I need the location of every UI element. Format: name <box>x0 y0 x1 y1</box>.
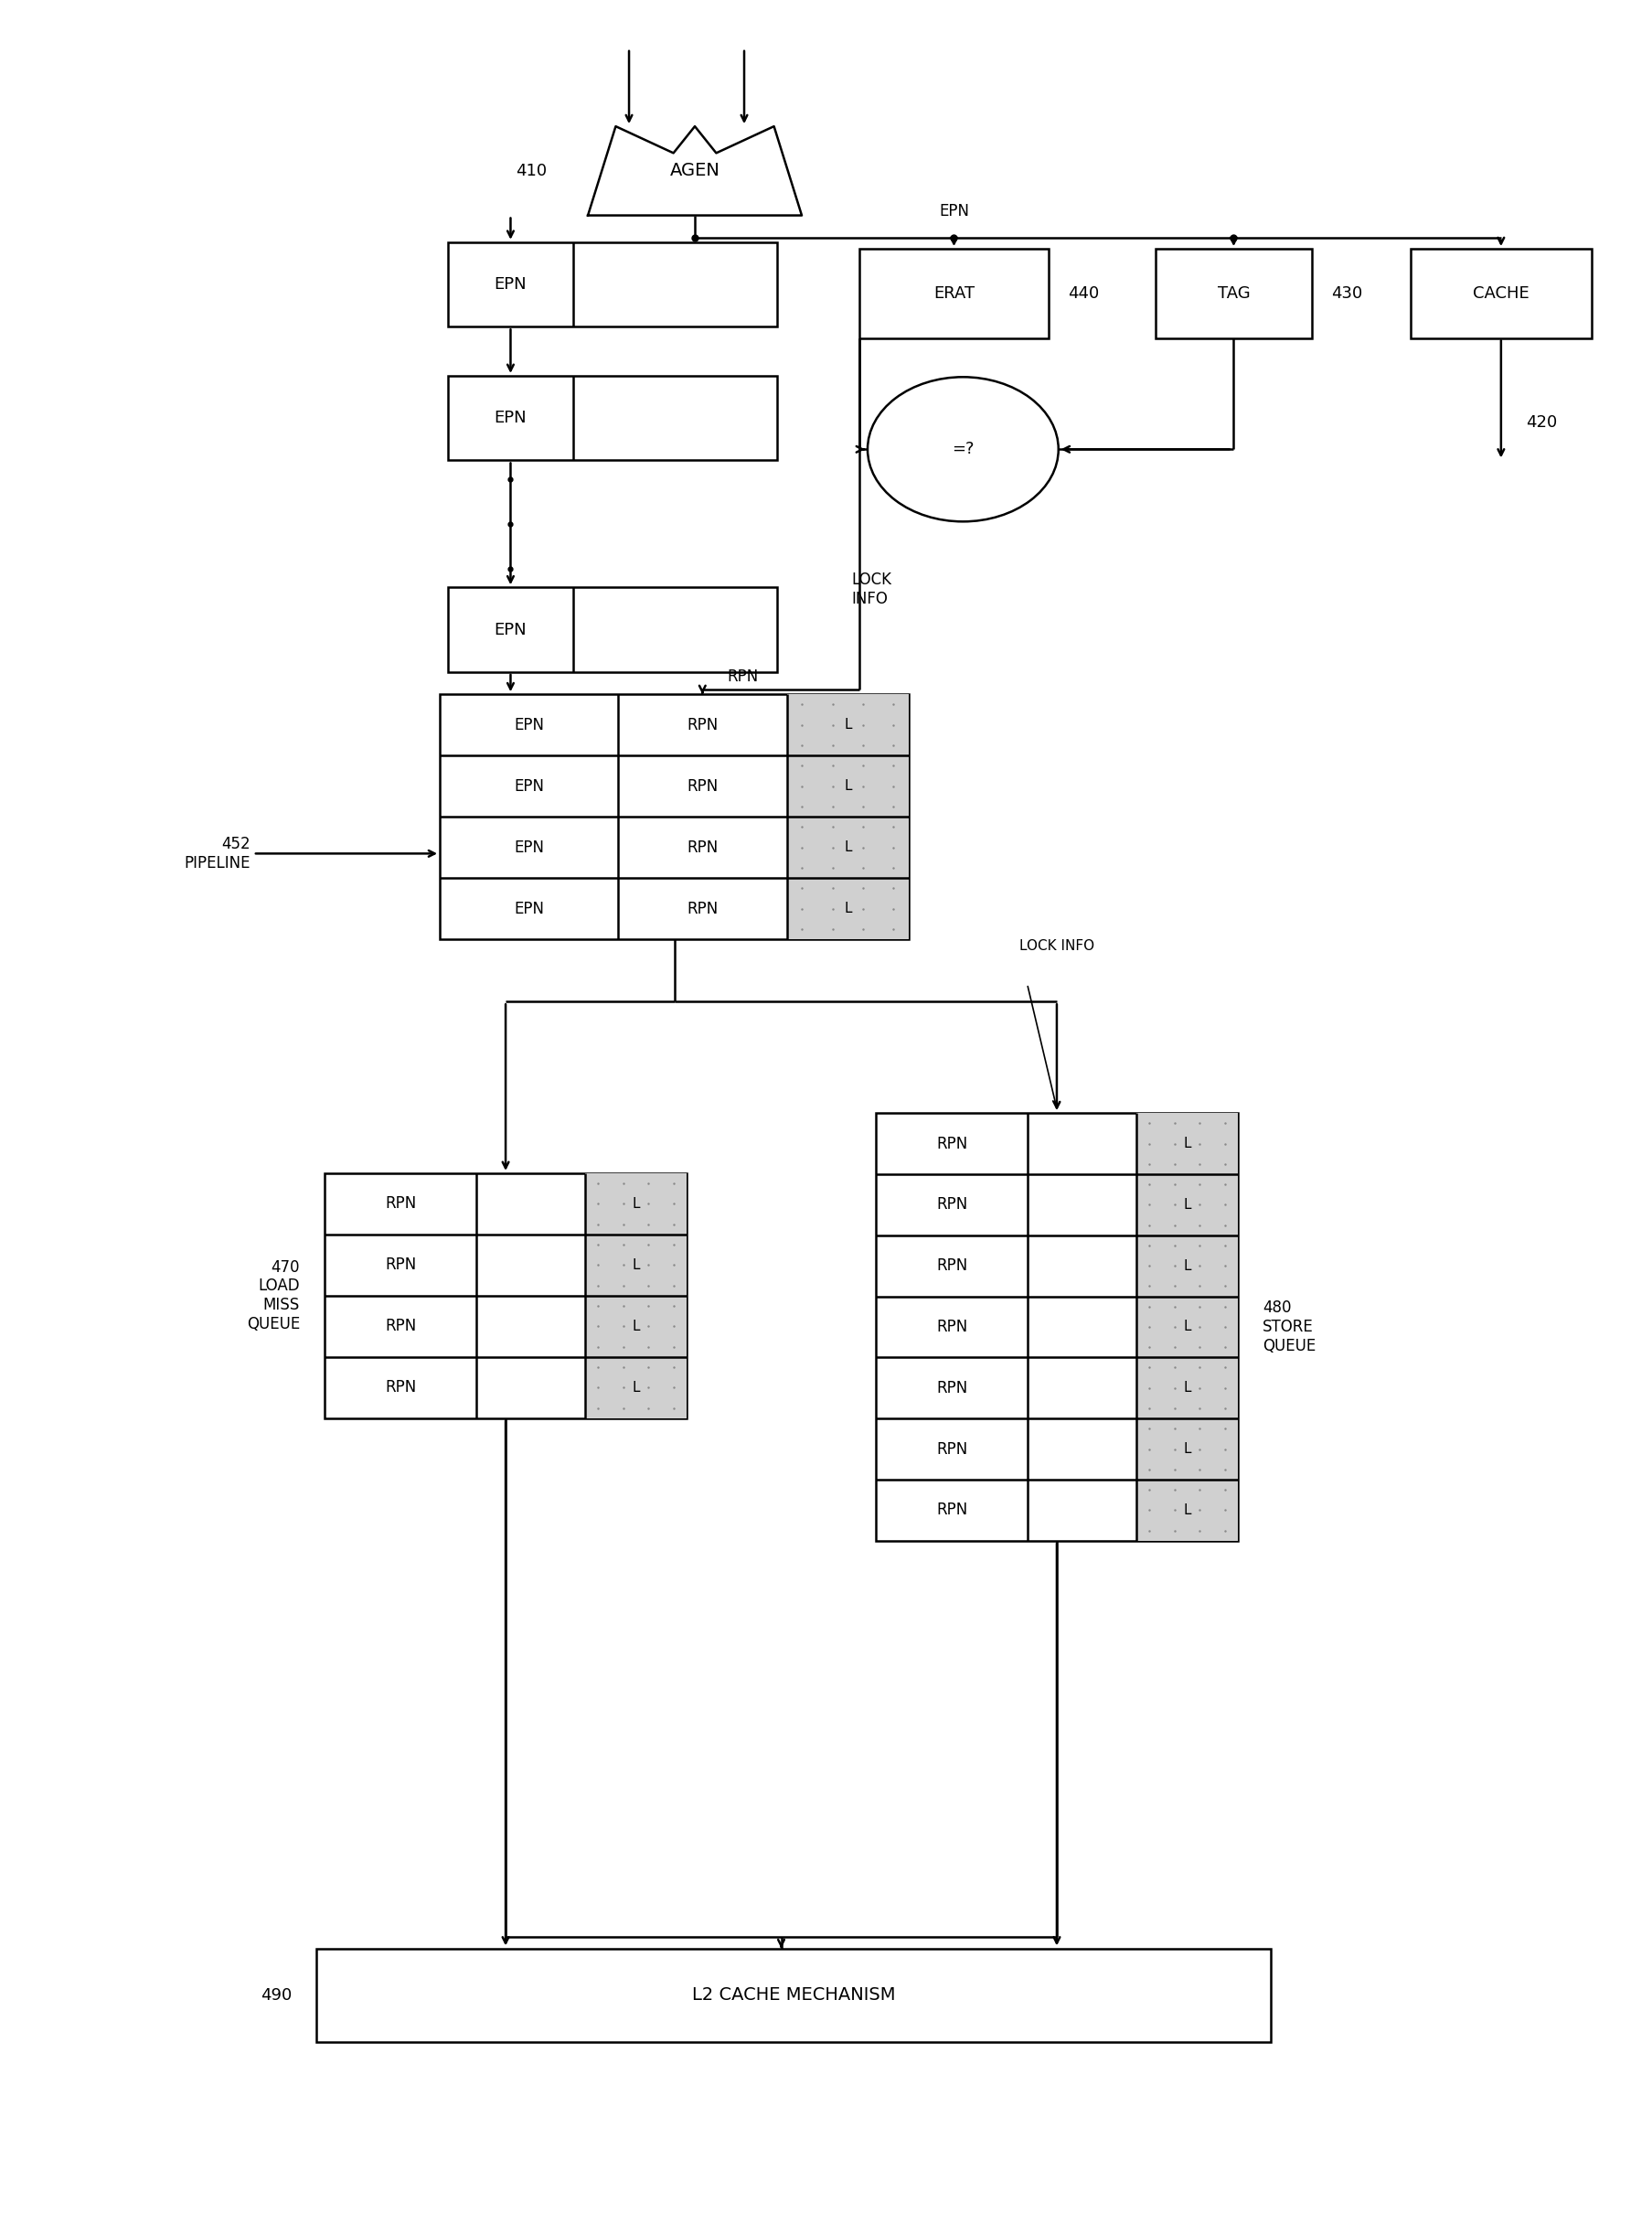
Bar <box>1137 1357 1237 1419</box>
Text: EPN: EPN <box>494 409 527 427</box>
Text: L: L <box>631 1198 639 1211</box>
Text: RPN: RPN <box>935 1442 966 1457</box>
Text: 452
PIPELINE: 452 PIPELINE <box>185 836 434 872</box>
Text: RPN: RPN <box>686 717 717 733</box>
Text: L: L <box>1183 1138 1191 1151</box>
Text: RPN: RPN <box>935 1319 966 1334</box>
Text: RPN: RPN <box>686 838 717 856</box>
Text: RPN: RPN <box>935 1196 966 1214</box>
Bar <box>786 816 909 878</box>
Text: EPN: EPN <box>514 778 544 793</box>
Text: L: L <box>1183 1321 1191 1334</box>
Text: CACHE: CACHE <box>1472 286 1528 302</box>
Text: 410: 410 <box>515 163 547 179</box>
Text: L: L <box>1183 1381 1191 1395</box>
Text: 480
STORE
QUEUE: 480 STORE QUEUE <box>1262 1299 1315 1354</box>
Text: L: L <box>1183 1504 1191 1518</box>
Text: RPN: RPN <box>935 1379 966 1397</box>
Text: 490: 490 <box>261 1987 291 2003</box>
Text: L: L <box>844 903 851 916</box>
Bar <box>1137 1480 1237 1540</box>
Text: L: L <box>631 1381 639 1395</box>
Text: L: L <box>631 1258 639 1272</box>
Text: RPN: RPN <box>385 1379 416 1397</box>
Text: EPN: EPN <box>514 838 544 856</box>
Text: RPN: RPN <box>385 1256 416 1274</box>
Text: L: L <box>631 1319 639 1332</box>
Text: EPN: EPN <box>938 203 968 219</box>
Text: EPN: EPN <box>494 621 527 637</box>
Text: RPN: RPN <box>935 1502 966 1518</box>
Text: EPN: EPN <box>514 717 544 733</box>
Bar <box>585 1234 686 1296</box>
Bar <box>1137 1419 1237 1480</box>
Bar <box>786 695 909 755</box>
Text: TAG: TAG <box>1218 286 1249 302</box>
Text: L: L <box>844 780 851 793</box>
Text: 420: 420 <box>1525 413 1556 431</box>
Text: RPN: RPN <box>727 668 758 684</box>
Bar <box>1137 1236 1237 1296</box>
Bar <box>1137 1113 1237 1173</box>
Bar <box>1409 248 1591 337</box>
Bar <box>786 878 909 939</box>
Bar <box>448 375 776 460</box>
Bar <box>448 241 776 326</box>
Text: L2 CACHE MECHANISM: L2 CACHE MECHANISM <box>692 1987 895 2005</box>
Text: 430: 430 <box>1332 286 1363 302</box>
Bar <box>316 1949 1270 2043</box>
Bar <box>439 695 909 939</box>
Text: L: L <box>1183 1442 1191 1455</box>
Text: RPN: RPN <box>686 778 717 793</box>
Bar <box>1137 1173 1237 1236</box>
Text: RPN: RPN <box>686 901 717 916</box>
Text: 440: 440 <box>1067 286 1099 302</box>
Text: L: L <box>844 840 851 854</box>
Text: =?: =? <box>952 440 973 458</box>
Text: RPN: RPN <box>385 1319 416 1334</box>
Text: RPN: RPN <box>385 1196 416 1211</box>
Bar <box>585 1296 686 1357</box>
Polygon shape <box>588 127 801 215</box>
Text: ERAT: ERAT <box>933 286 975 302</box>
Text: L: L <box>1183 1198 1191 1211</box>
Text: AGEN: AGEN <box>669 163 720 179</box>
Bar <box>1137 1296 1237 1357</box>
Bar <box>786 755 909 816</box>
Text: L: L <box>844 717 851 731</box>
Text: RPN: RPN <box>935 1258 966 1274</box>
Bar <box>448 588 776 673</box>
Text: RPN: RPN <box>935 1135 966 1151</box>
Text: LOCK INFO: LOCK INFO <box>1019 939 1094 952</box>
Text: EPN: EPN <box>494 277 527 293</box>
Text: LOCK
INFO: LOCK INFO <box>851 572 890 608</box>
Bar <box>1155 248 1312 337</box>
Ellipse shape <box>867 378 1057 521</box>
Bar <box>585 1173 686 1234</box>
Bar <box>876 1113 1237 1540</box>
Bar <box>859 248 1047 337</box>
Bar <box>585 1357 686 1419</box>
Text: L: L <box>1183 1258 1191 1272</box>
Bar <box>324 1173 686 1419</box>
Text: EPN: EPN <box>514 901 544 916</box>
Text: 470
LOAD
MISS
QUEUE: 470 LOAD MISS QUEUE <box>246 1258 299 1332</box>
